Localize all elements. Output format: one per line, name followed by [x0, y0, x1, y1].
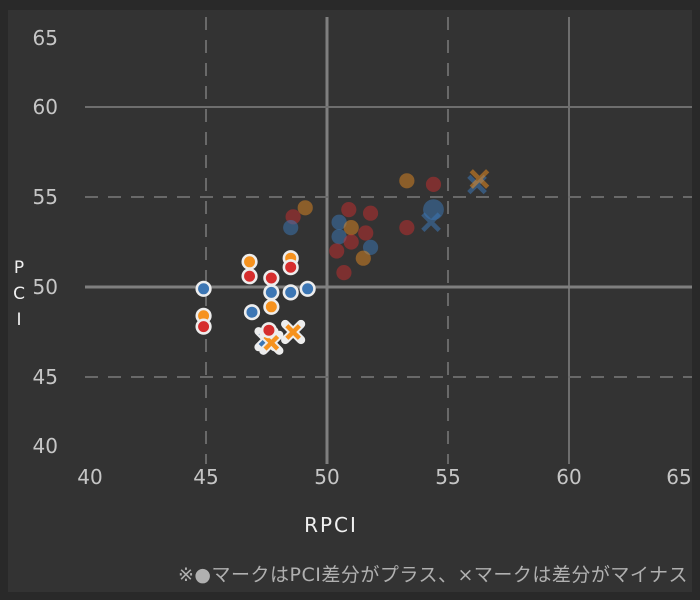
- point-circle-blue: [195, 280, 212, 297]
- point-muted-circle-orange: [355, 250, 371, 266]
- x-tick-label-55: 55: [435, 465, 460, 489]
- y-tick-label-50: 50: [33, 275, 58, 299]
- point-muted-circle-red: [336, 265, 352, 281]
- point-muted-circle-red: [341, 202, 357, 218]
- point-muted-circle-blue: [283, 220, 299, 236]
- point-x-orange: [263, 334, 280, 351]
- point-muted-circle-orange: [343, 220, 359, 236]
- point-x-orange: [285, 324, 301, 340]
- point-muted-circle-orange: [399, 173, 415, 189]
- point-circle-red: [263, 269, 280, 287]
- point-circle-blue: [243, 304, 261, 321]
- y-tick-label-40: 40: [33, 434, 58, 458]
- point-muted-circle-orange: [297, 200, 313, 216]
- y-tick-label-60: 60: [33, 95, 58, 119]
- y-axis-title: PCI: [9, 258, 29, 336]
- point-circle-red: [241, 268, 258, 285]
- point-muted-circle-red: [399, 220, 415, 236]
- point-circle-red: [195, 318, 212, 335]
- point-muted-x-orange: [469, 169, 490, 189]
- point-muted-circle-blue: [331, 229, 347, 245]
- point-circle-blue: [263, 284, 280, 301]
- point-circle-orange: [263, 298, 280, 315]
- x-tick-label-45: 45: [193, 465, 218, 489]
- x-tick-label-40: 40: [77, 465, 102, 489]
- y-tick-label-65: 65: [33, 26, 58, 50]
- point-muted-circle-red: [358, 225, 374, 241]
- point-circle-red: [260, 322, 278, 339]
- point-circle-blue: [282, 284, 299, 301]
- x-tick-label-65: 65: [666, 465, 691, 489]
- x-tick-label-60: 60: [556, 465, 581, 489]
- point-muted-circle-red: [425, 176, 442, 192]
- point-muted-circle-blue: [362, 239, 379, 255]
- y-tick-label-55: 55: [33, 185, 58, 209]
- point-muted-circle-blue: [331, 214, 347, 230]
- point-circle-red: [282, 259, 299, 276]
- x-tick-label-50: 50: [314, 465, 339, 489]
- point-muted-x-blue: [421, 212, 441, 233]
- y-tick-label-45: 45: [33, 365, 58, 389]
- point-muted-circle-red: [329, 243, 345, 259]
- chart-note: ※●マークはPCI差分がプラス、×マークは差分がマイナス: [178, 564, 688, 586]
- point-circle-orange: [241, 253, 258, 270]
- point-muted-circle-red: [362, 205, 379, 221]
- point-circle-blue: [299, 280, 316, 297]
- point-muted-circle-red: [343, 234, 359, 250]
- x-axis-title: RPCI: [304, 513, 358, 537]
